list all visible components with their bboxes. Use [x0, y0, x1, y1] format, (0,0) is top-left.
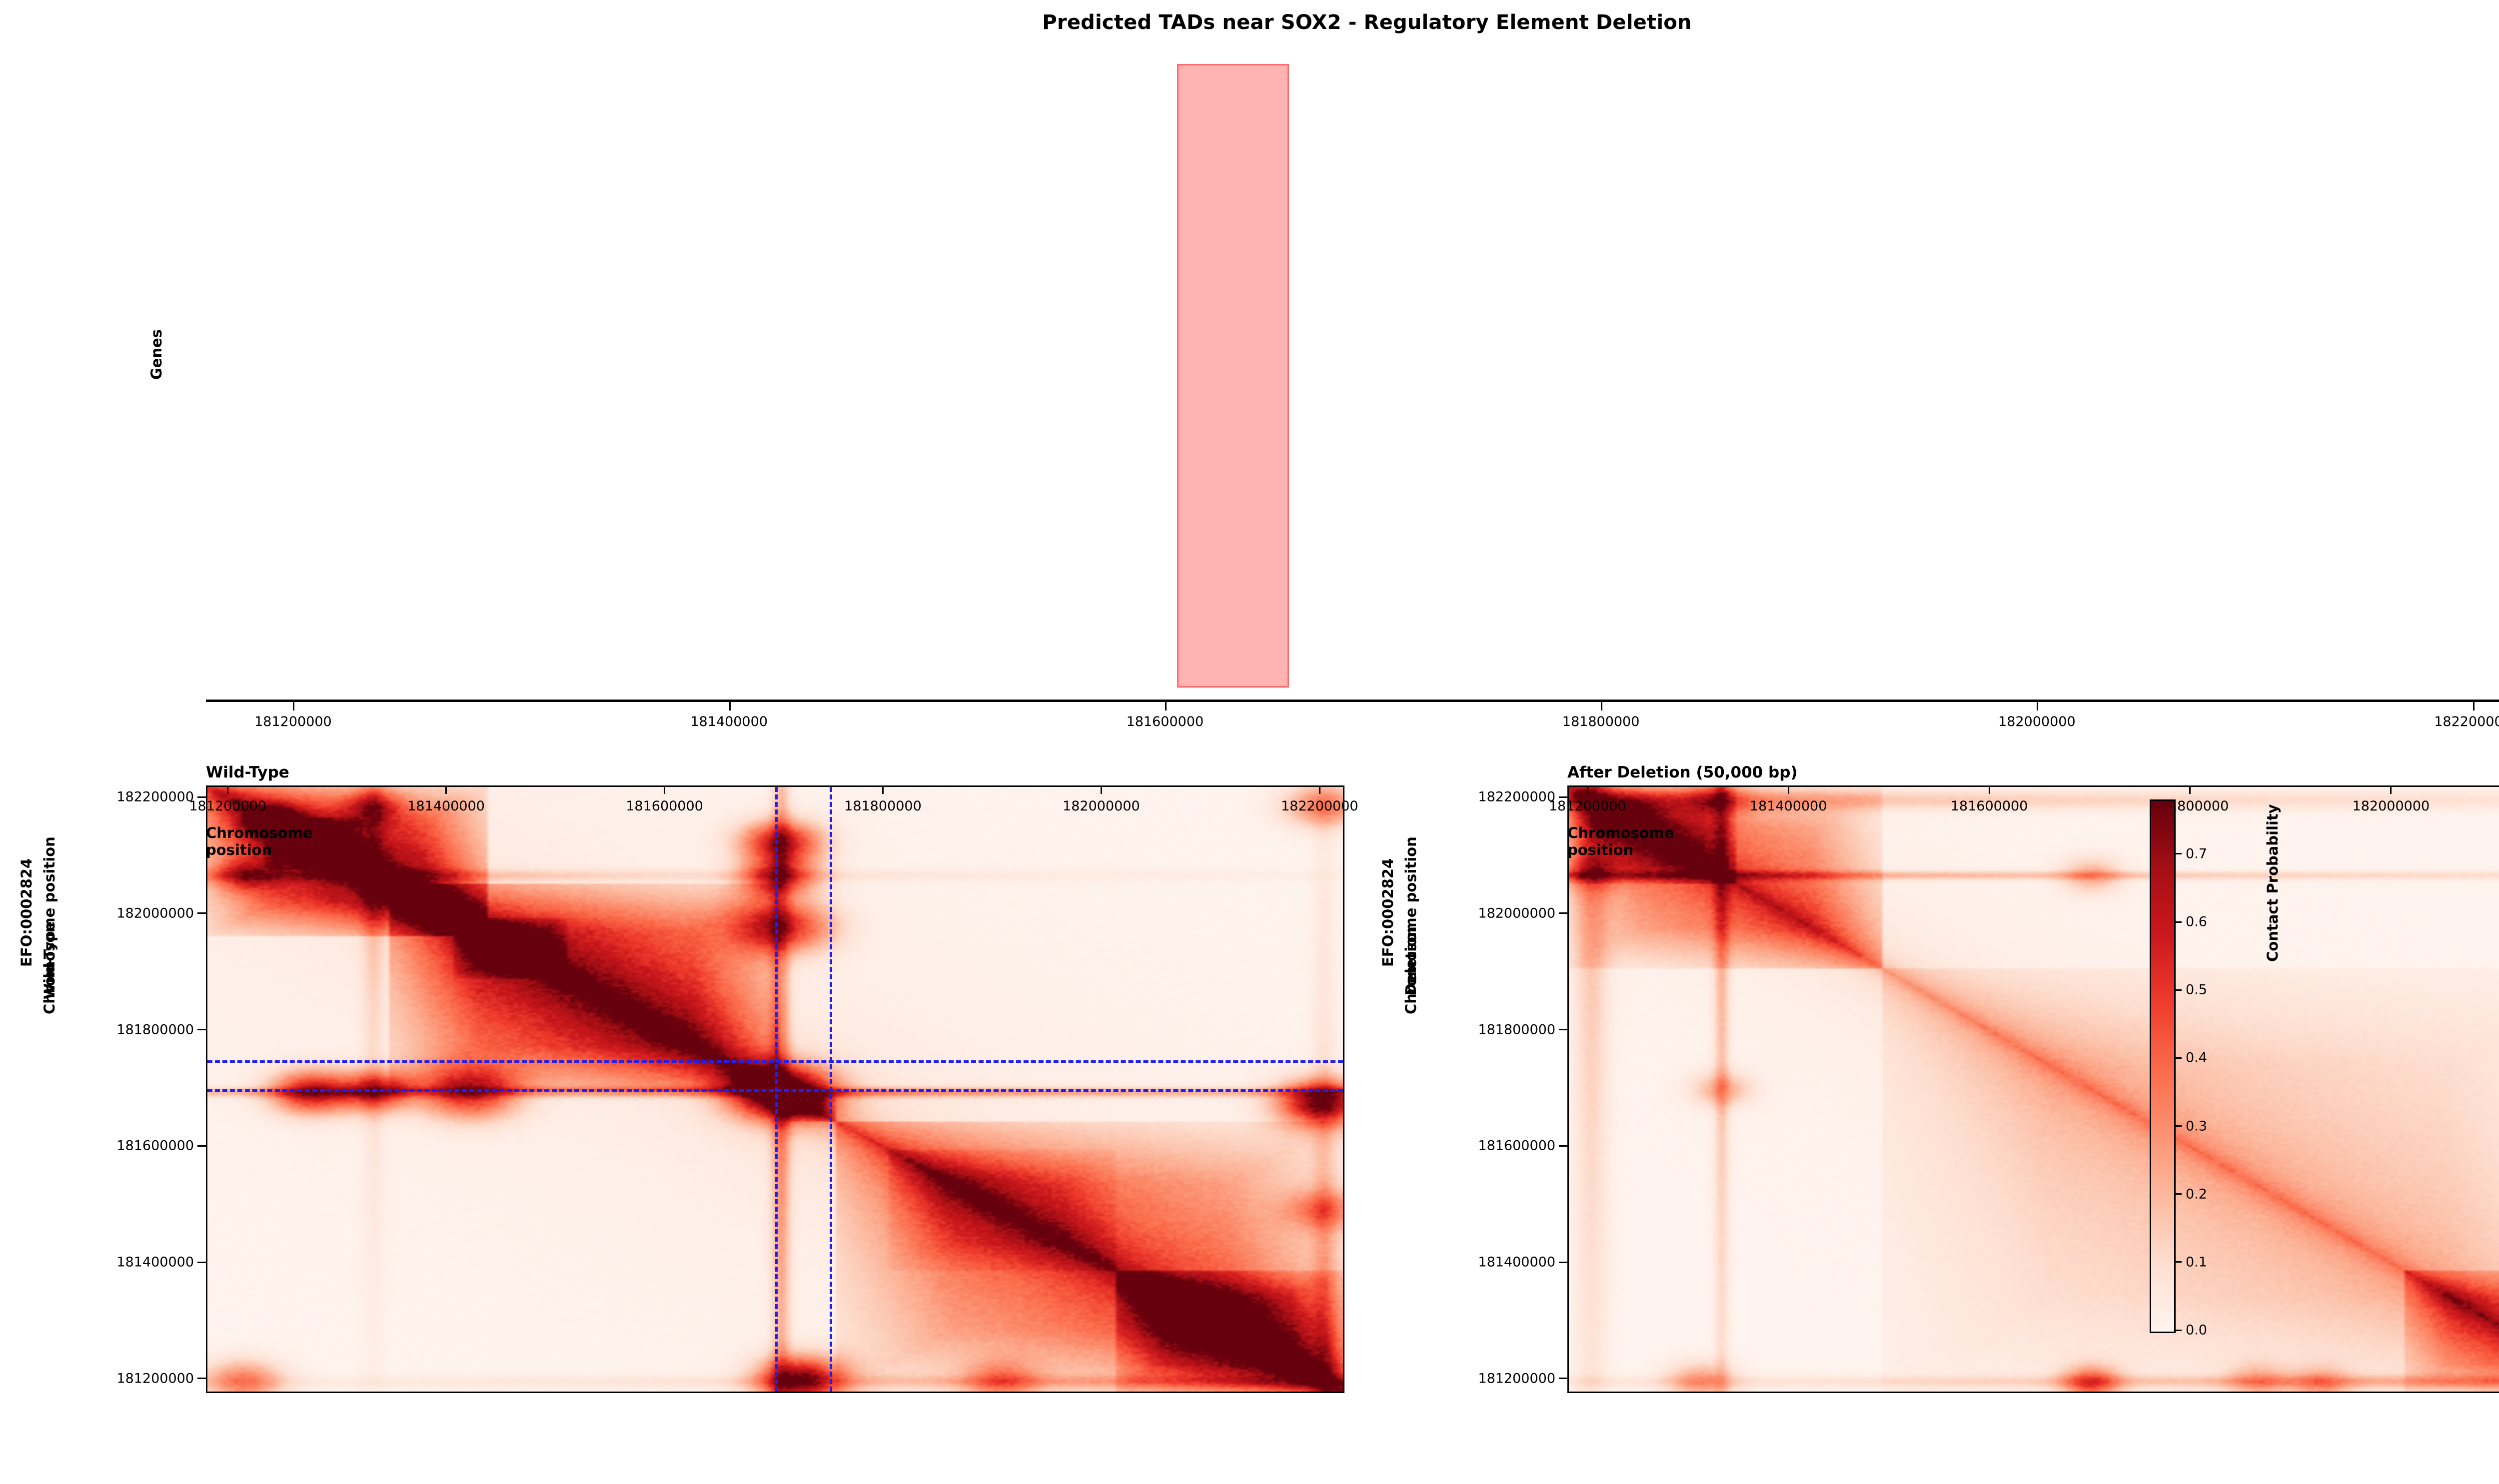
- gene-track-xtick: [2037, 702, 2039, 711]
- tad-boundary-vertical: [830, 787, 833, 1392]
- gene-track-xtick: [293, 702, 295, 711]
- colorbar-ticklabel: 0.5: [2186, 982, 2207, 998]
- ylabel-overlay-wild-type: Wild-Type: [41, 921, 58, 999]
- heatmap-yticklabel: 182000000: [116, 905, 194, 921]
- heatmap-xticklabel: 181800000: [844, 798, 922, 814]
- colorbar-ticklabel: 0.3: [2186, 1118, 2207, 1134]
- heatmap-ytick: [1559, 796, 1567, 798]
- colorbar-tick: [2174, 1125, 2182, 1127]
- heatmap-yticklabel: 181200000: [1478, 1371, 1555, 1387]
- gene-track-xtick: [2473, 702, 2475, 711]
- heatmap-ytick: [197, 796, 206, 798]
- gene-track-axis: [206, 700, 2499, 702]
- heatmap-ytick: [1559, 1378, 1567, 1380]
- heatmap-yticklabel: 182000000: [1478, 905, 1555, 921]
- colorbar-tick: [2174, 1057, 2182, 1059]
- gene-track-xticklabel: 181800000: [1562, 714, 1640, 730]
- colorbar-tick: [2174, 1261, 2182, 1263]
- gene-track: [0, 0, 2354, 688]
- colorbar-tick: [2174, 1329, 2182, 1331]
- heatmap-xtick: [664, 785, 666, 794]
- heatmap-xtick: [1787, 785, 1789, 794]
- heatmap-ytick: [197, 1029, 206, 1031]
- gene-track-xtick: [1165, 702, 1167, 711]
- ylabel-overlay-after-deletion: Deletion: [1402, 926, 1419, 995]
- colorbar-tick: [2174, 853, 2182, 855]
- gene-track-xtick: [1601, 702, 1603, 711]
- colorbar: [2150, 799, 2176, 1333]
- colorbar-ticklabel: 0.0: [2186, 1322, 2207, 1338]
- heatmap-yticklabel: 181800000: [1478, 1022, 1555, 1038]
- heatmap-xticklabel: 182200000: [1280, 798, 1358, 814]
- gene-track-xticklabel: 181200000: [254, 714, 332, 730]
- heatmap-xtick: [1586, 785, 1588, 794]
- heatmap-yticklabel: 181600000: [116, 1138, 194, 1154]
- heatmap-xticklabel: 181200000: [189, 798, 266, 814]
- heatmap-xtick: [1318, 785, 1320, 794]
- heatmap-ytick: [197, 912, 206, 914]
- colorbar-ticklabel: 0.7: [2186, 846, 2207, 862]
- heatmap-xticklabel: 181600000: [626, 798, 703, 814]
- heatmap-ytick: [197, 1261, 206, 1263]
- heatmap-yticklabel: 181400000: [1478, 1254, 1555, 1270]
- ylabel-outer-wild-type: EFO:0002824: [18, 858, 35, 967]
- heatmap-ytick: [1559, 1145, 1567, 1147]
- gene-track-xticklabel: 182200000: [2434, 714, 2499, 730]
- heatmap-after-deletion: [1567, 785, 2499, 1393]
- heatmap-xtick: [1988, 785, 1990, 794]
- heatmap-ytick: [1559, 1261, 1567, 1263]
- heatmap-xticklabel: 181600000: [1950, 798, 2028, 814]
- heatmap-ytick: [197, 1378, 206, 1380]
- colorbar-ticklabel: 0.4: [2186, 1050, 2207, 1066]
- heatmap-wild-type: [206, 785, 1344, 1393]
- colorbar-tick: [2174, 989, 2182, 991]
- heatmap-xticklabel: 181400000: [1749, 798, 1827, 814]
- heatmap-ytick: [1559, 912, 1567, 914]
- heatmap-yticklabel: 182200000: [116, 789, 194, 805]
- ylabel-outer-after-deletion: EFO:0002824: [1379, 858, 1396, 967]
- heatmap-xtick: [1100, 785, 1102, 794]
- heatmap-xtick: [2390, 785, 2392, 794]
- colorbar-ticklabel: 0.6: [2186, 914, 2207, 930]
- colorbar-title: Contact Probability: [2264, 804, 2281, 962]
- gene-track-xticklabel: 182000000: [1998, 714, 2076, 730]
- heatmap-yticklabel: 181200000: [116, 1371, 194, 1387]
- colorbar-tick: [2174, 921, 2182, 923]
- heatmap-yticklabel: 181600000: [1478, 1138, 1555, 1154]
- colorbar-ticklabel: 0.1: [2186, 1254, 2207, 1270]
- gene-track-xtick: [729, 702, 731, 711]
- colorbar-ticklabel: 0.2: [2186, 1186, 2207, 1202]
- tad-boundary-horizontal: [207, 1060, 1343, 1063]
- heatmap-yticklabel: 181800000: [116, 1022, 194, 1038]
- gene-track-ylabel: Genes: [148, 329, 165, 380]
- heatmap-xtick: [445, 785, 447, 794]
- heatmap-xtick: [227, 785, 229, 794]
- heatmap-yticklabel: 182200000: [1478, 789, 1555, 805]
- heatmap-xtick: [2189, 785, 2191, 794]
- heatmap-xticklabel: 181400000: [407, 798, 485, 814]
- figure-title: Predicted TADs near SOX2 - Regulatory El…: [1042, 11, 1692, 34]
- colorbar-tick: [2174, 1193, 2182, 1195]
- gene-track-xticklabel: 181400000: [690, 714, 768, 730]
- gene-track-xticklabel: 181600000: [1126, 714, 1204, 730]
- gene-track-xticks: 181200000 181400000 181600000 181800000 1820…: [206, 702, 2499, 732]
- tad-boundary-horizontal: [207, 1089, 1343, 1092]
- heatmap-ytick: [1559, 1029, 1567, 1031]
- heatmap-xticklabel: 182000000: [2352, 798, 2430, 814]
- heatmap-ytick: [197, 1145, 206, 1147]
- deletion-region-rect: [1177, 64, 1289, 688]
- heatmap-xticklabel: 182000000: [1063, 798, 1140, 814]
- heatmap-xticklabel: 181200000: [1548, 798, 1626, 814]
- heatmap-xtick: [882, 785, 884, 794]
- heatmap-yticklabel: 181400000: [116, 1254, 194, 1270]
